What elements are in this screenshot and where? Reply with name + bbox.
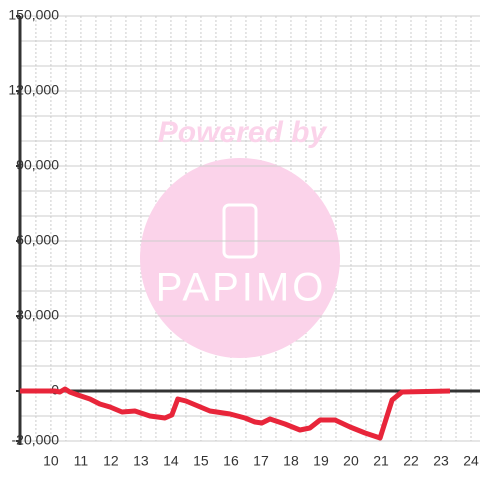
y-tick-label: 120,000 <box>8 82 59 98</box>
x-tick-label: 15 <box>193 453 209 469</box>
y-tick-label: -20,000 <box>12 432 60 448</box>
x-tick-label: 23 <box>433 453 449 469</box>
x-tick-label: 12 <box>103 453 119 469</box>
x-tick-label: 22 <box>403 453 419 469</box>
watermark-logo: PAPIMO <box>156 266 327 310</box>
x-tick-label: 17 <box>253 453 269 469</box>
x-tick-label: 18 <box>283 453 299 469</box>
x-tick-label: 10 <box>43 453 59 469</box>
x-tick-label: 13 <box>133 453 149 469</box>
x-tick-label: 21 <box>373 453 389 469</box>
x-tick-label: 16 <box>223 453 239 469</box>
y-tick-label: 90,000 <box>16 157 59 173</box>
y-tick-label: 30,000 <box>16 307 59 323</box>
watermark-text: Powered by <box>158 116 328 149</box>
x-tick-label: 20 <box>343 453 359 469</box>
watermark-phone <box>222 203 258 259</box>
x-tick-label: 11 <box>74 453 89 469</box>
x-tick-label: 24 <box>463 453 479 469</box>
y-tick-label: 60,000 <box>16 232 59 248</box>
x-tick-label: 19 <box>313 453 329 469</box>
watermark: Powered by PAPIMO <box>140 116 340 358</box>
line <box>20 386 451 441</box>
x-tick-label: 14 <box>163 453 179 469</box>
y-tick-label: 150,000 <box>8 7 59 23</box>
